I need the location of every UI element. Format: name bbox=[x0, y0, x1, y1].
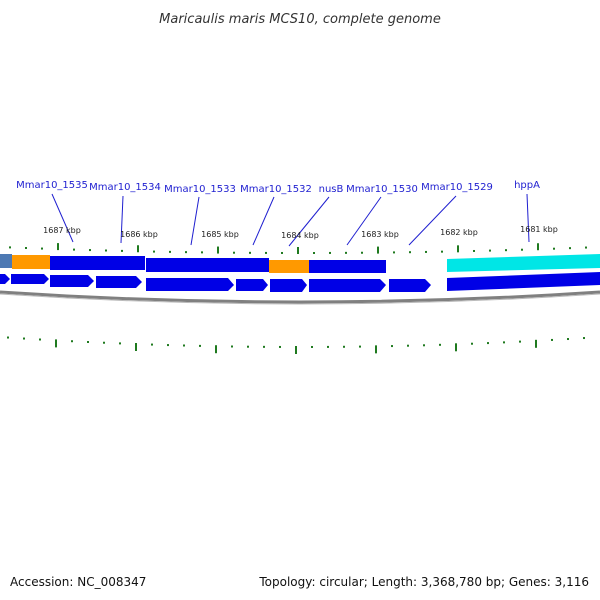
gene-block-blue-1[interactable] bbox=[50, 256, 145, 270]
gene-block-cyan[interactable] bbox=[447, 254, 600, 272]
gene-label-mmar10-1533[interactable]: Mmar10_1533 bbox=[164, 184, 236, 195]
pointer-line-mmar10-1532 bbox=[252, 196, 275, 246]
forward-strand-arrow-icon[interactable] bbox=[0, 274, 10, 284]
kbp-label-1685: 1685 kbp bbox=[201, 230, 239, 239]
kbp-label-1682: 1682 kbp bbox=[440, 228, 478, 237]
gene-block-partial[interactable] bbox=[0, 254, 12, 268]
gene-label-nusb[interactable]: nusB bbox=[319, 184, 344, 195]
map-title: Maricaulis maris MCS10, complete genome bbox=[159, 12, 441, 27]
pointer-line-mmar10-1535 bbox=[51, 193, 74, 243]
kbp-scale-labels: 1687 kbp 1686 kbp 1685 kbp 1684 kbp 1683… bbox=[43, 225, 558, 240]
gene-label-hppa[interactable]: hppA bbox=[514, 180, 540, 191]
forward-strand-arrow-icon[interactable] bbox=[389, 279, 431, 292]
outer-scale-ticks bbox=[9, 243, 587, 254]
forward-strand-arrow-icon[interactable] bbox=[236, 279, 268, 291]
genome-summary-text: Topology: circular; Length: 3,368,780 bp… bbox=[258, 575, 589, 589]
gene-block-blue-2[interactable] bbox=[146, 258, 269, 272]
pointer-line-nusb bbox=[288, 196, 330, 247]
gene-block-blue-3[interactable] bbox=[309, 260, 386, 273]
forward-strand-arrow-icon[interactable] bbox=[447, 272, 600, 291]
forward-strand-arrow-icon[interactable] bbox=[309, 279, 386, 292]
gene-label-mmar10-1534[interactable]: Mmar10_1534 bbox=[89, 182, 161, 193]
pointer-line-hppa bbox=[526, 193, 530, 243]
gene-label-mmar10-1529[interactable]: Mmar10_1529 bbox=[421, 182, 493, 193]
genome-backbone bbox=[0, 290, 600, 304]
kbp-label-1683: 1683 kbp bbox=[361, 230, 399, 239]
forward-strand-arrow-icon[interactable] bbox=[50, 275, 94, 287]
gene-label-mmar10-1530[interactable]: Mmar10_1530 bbox=[346, 184, 418, 195]
gene-block-orange-2[interactable] bbox=[269, 260, 309, 273]
kbp-label-1681: 1681 kbp bbox=[520, 225, 558, 234]
upper-gene-band bbox=[0, 254, 600, 273]
gene-block-orange-1[interactable] bbox=[12, 255, 50, 269]
gene-label-mmar10-1532[interactable]: Mmar10_1532 bbox=[240, 184, 312, 195]
forward-strand-arrow-icon[interactable] bbox=[96, 276, 142, 288]
forward-strand-arrow-icon[interactable] bbox=[11, 274, 49, 284]
gene-labels: Mmar10_1535 Mmar10_1534 Mmar10_1533 Mmar… bbox=[16, 180, 540, 247]
genome-backbone-shadow bbox=[0, 293, 600, 305]
forward-strand-arrows bbox=[0, 272, 600, 292]
gene-label-mmar10-1535[interactable]: Mmar10_1535 bbox=[16, 180, 88, 191]
forward-strand-arrow-icon[interactable] bbox=[146, 278, 234, 291]
pointer-line-mmar10-1529 bbox=[408, 195, 457, 246]
kbp-label-1686: 1686 kbp bbox=[120, 230, 158, 239]
pointer-line-mmar10-1530 bbox=[346, 196, 382, 246]
accession-text: Accession: NC_008347 bbox=[10, 575, 146, 589]
kbp-label-1687: 1687 kbp bbox=[43, 226, 81, 235]
inner-scale-ticks bbox=[7, 336, 585, 354]
pointer-line-mmar10-1533 bbox=[190, 196, 200, 246]
forward-strand-arrow-icon[interactable] bbox=[270, 279, 307, 292]
kbp-label-1684: 1684 kbp bbox=[281, 231, 319, 240]
pointer-line-mmar10-1534 bbox=[120, 195, 124, 244]
